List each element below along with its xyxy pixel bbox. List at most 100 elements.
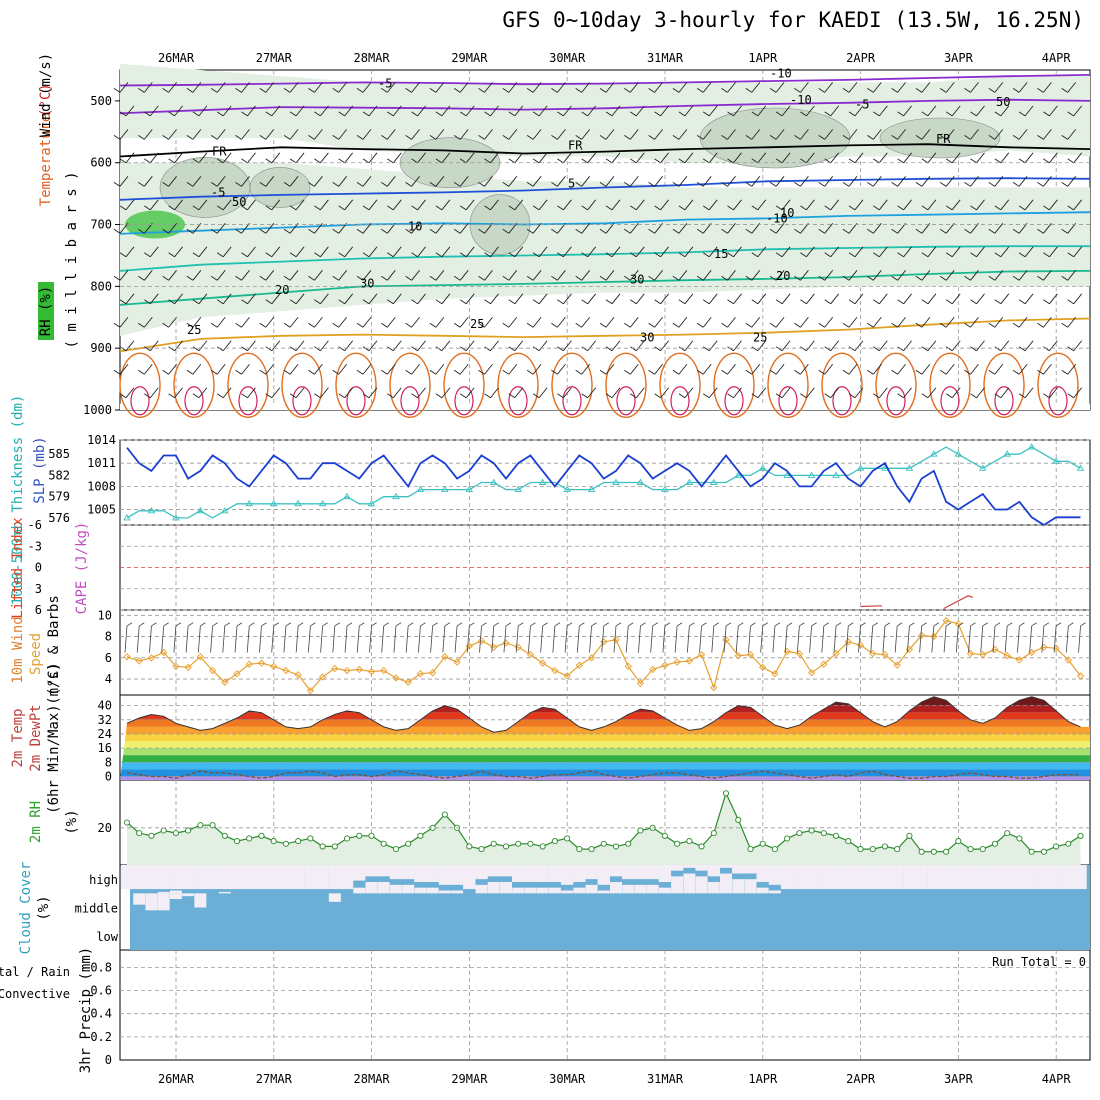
- wind-barb: [265, 299, 273, 305]
- wind-barb: [332, 134, 339, 140]
- wind-barb: [508, 270, 518, 281]
- wind-speed-marker: [490, 643, 498, 651]
- temp-band: [120, 741, 1090, 749]
- wind-barb: [702, 111, 710, 117]
- wind-barb: [320, 625, 323, 653]
- cloud-high-bar: [695, 865, 708, 871]
- wind-barb: [540, 625, 544, 653]
- rh-legend-box: [38, 282, 54, 340]
- wind-barb: [192, 158, 200, 164]
- cloud-high-bar: [340, 865, 354, 890]
- wind-barb: [113, 322, 121, 328]
- wind-barb: [484, 205, 491, 211]
- wind-speed-marker: [514, 643, 522, 651]
- wind-barb: [800, 158, 807, 164]
- contour-label: 30: [360, 277, 374, 291]
- thickness-marker: [538, 478, 547, 485]
- wind-barb: [113, 275, 121, 281]
- wind-barb: [222, 387, 232, 399]
- rh-marker: [759, 840, 766, 847]
- cloud-high-gap: [365, 882, 378, 894]
- wind-barb: [635, 387, 645, 399]
- wind-barb: [381, 87, 388, 93]
- wind-barb: [216, 82, 226, 93]
- wind-barb: [945, 223, 955, 234]
- wind-barb: [867, 228, 874, 234]
- wind-barb: [970, 270, 979, 281]
- wind-barb: [970, 158, 977, 164]
- wind-speed-marker: [270, 662, 278, 670]
- wind-barb: [356, 181, 364, 187]
- wind-barb: [241, 363, 250, 375]
- wind-barb: [605, 299, 613, 305]
- wind-barb: [970, 393, 977, 399]
- wind-barb: [945, 393, 953, 399]
- wind-barb: [806, 152, 815, 164]
- cloud-high-bar: [829, 865, 843, 890]
- wind-barb: [696, 228, 704, 234]
- label-thickness: 1000-500mb Thickness (dm): [10, 395, 26, 606]
- wind-barb: [842, 275, 850, 281]
- rh-marker: [637, 827, 644, 834]
- label-rh-unit: (%): [64, 809, 80, 834]
- wind-barb: [652, 622, 658, 627]
- wind-barb: [727, 158, 734, 164]
- wind-barb: [459, 393, 467, 399]
- wind-barb: [970, 363, 979, 375]
- wind-barb: [630, 252, 637, 258]
- wind-barb: [903, 199, 912, 211]
- wind-barb: [484, 129, 493, 140]
- wind-barb: [1067, 129, 1077, 140]
- rh-marker: [441, 811, 448, 818]
- wind-barb: [484, 346, 491, 352]
- wind-barb: [660, 246, 669, 258]
- temp-tick-label: 16: [98, 741, 112, 755]
- cloud-high-gap: [683, 873, 696, 894]
- wind-barb: [459, 82, 469, 93]
- wind-barb: [587, 152, 597, 164]
- wind-barb: [848, 346, 856, 352]
- wind-barb: [845, 625, 849, 653]
- wind-barb: [848, 111, 856, 117]
- rh-shading-dark: [879, 117, 1001, 159]
- wind-barb: [344, 625, 348, 653]
- wind-barb: [484, 82, 493, 93]
- date-label-bottom: 27MAR: [256, 1072, 293, 1086]
- cloud-high-bar: [194, 865, 207, 890]
- isotherm-35: [562, 386, 582, 416]
- wind-barb: [976, 387, 985, 399]
- wind-barb: [532, 363, 542, 375]
- wind-barb: [119, 252, 127, 258]
- wind-barb: [551, 275, 558, 281]
- wind-barb: [344, 199, 354, 211]
- wind-barb: [800, 111, 807, 117]
- wind-barb: [557, 223, 566, 234]
- cloud-high-gap: [487, 882, 500, 894]
- wind-barb: [346, 622, 353, 627]
- rh-shading: [120, 162, 1090, 336]
- wind-barb: [508, 129, 518, 140]
- wind-barb: [356, 275, 364, 281]
- cloud-high-gap: [389, 884, 402, 894]
- wind-barb: [702, 82, 712, 93]
- wind-barb: [800, 270, 809, 281]
- thickness-marker: [441, 485, 449, 493]
- wind-barb: [405, 228, 412, 234]
- wind-barb: [484, 111, 491, 117]
- temp-band: [120, 719, 1090, 727]
- wind-barb: [745, 275, 753, 281]
- wind-barb: [314, 393, 321, 399]
- wind-barb: [674, 625, 678, 653]
- wind-speed-marker: [600, 638, 608, 646]
- wind-barb: [794, 181, 801, 187]
- wind-barb: [459, 252, 467, 258]
- thickness-marker: [710, 478, 718, 485]
- wind-barb: [867, 322, 874, 328]
- wind-barb: [630, 205, 637, 211]
- wind-barb: [945, 346, 953, 352]
- wind-speed-marker: [917, 631, 926, 640]
- thickness-marker: [318, 499, 327, 507]
- wind-barb: [429, 275, 437, 281]
- wind-barb: [484, 223, 493, 234]
- wind-barb: [216, 270, 226, 281]
